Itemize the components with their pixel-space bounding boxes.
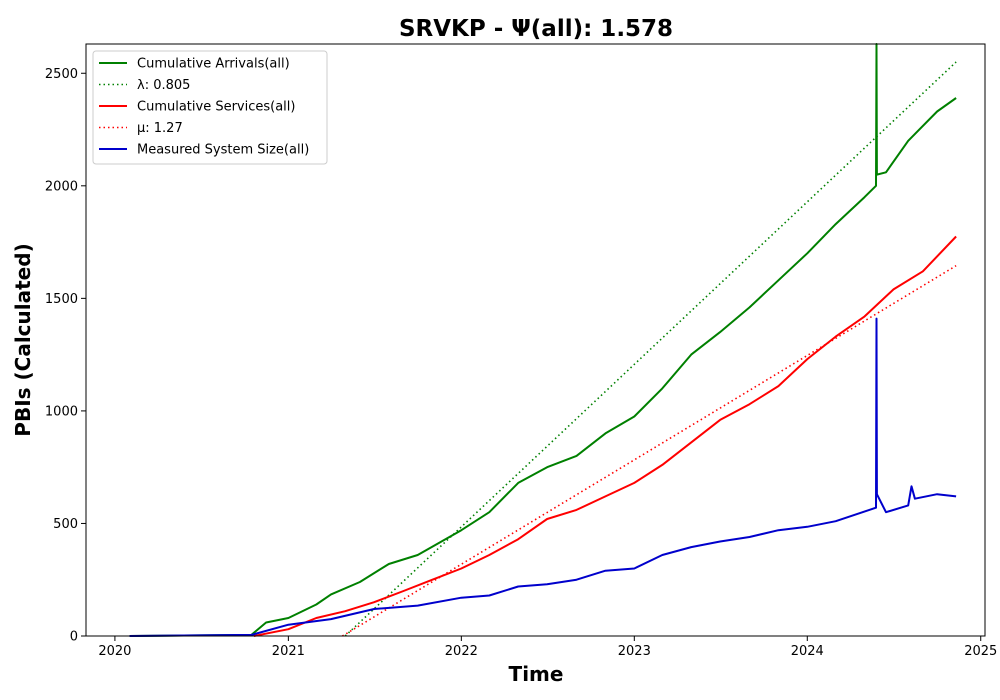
x-tick-label: 2024 <box>791 644 824 659</box>
plot-frame <box>85 43 986 637</box>
y-axis-ticks: 0 500 1000 1500 2000 2500 <box>45 67 86 645</box>
y-tick-label: 1500 <box>45 292 78 307</box>
series-line-1-0-805 <box>344 61 957 637</box>
legend-label: Measured System Size(all) <box>137 143 309 158</box>
legend-label: Cumulative Arrivals(all) <box>137 57 290 72</box>
x-tick-label: 2020 <box>98 644 131 659</box>
y-tick-label: 2000 <box>45 179 78 194</box>
x-tick-label: 2021 <box>272 644 305 659</box>
series-line-3-1-27 <box>341 265 957 637</box>
y-tick-label: 500 <box>53 517 78 532</box>
series-line-2-cumulative-services-all <box>253 235 957 637</box>
y-axis-label: PBIs (Calculated) <box>11 243 35 436</box>
x-tick-label: 2022 <box>445 644 478 659</box>
legend-label: μ: 1.27 <box>137 121 183 136</box>
x-axis-label: Time <box>509 662 564 686</box>
x-tick-label: 2025 <box>964 644 997 659</box>
legend-label: Cumulative Services(all) <box>137 100 295 115</box>
y-tick-label: 0 <box>70 630 78 645</box>
legend: Cumulative Arrivals(all) λ: 0.805 Cumulati… <box>92 50 328 165</box>
y-tick-label: 2500 <box>45 67 78 82</box>
x-axis-ticks: 2020 2021 2022 2023 2024 2025 <box>98 636 997 659</box>
x-tick-label: 2023 <box>618 644 651 659</box>
series-line-4-measured-system-size-all <box>129 317 957 637</box>
chart-title: SRVKP - Ψ(all): 1.578 <box>399 16 673 42</box>
legend-label: λ: 0.805 <box>137 78 190 93</box>
y-tick-label: 1000 <box>45 404 78 419</box>
legend-box <box>92 50 328 165</box>
